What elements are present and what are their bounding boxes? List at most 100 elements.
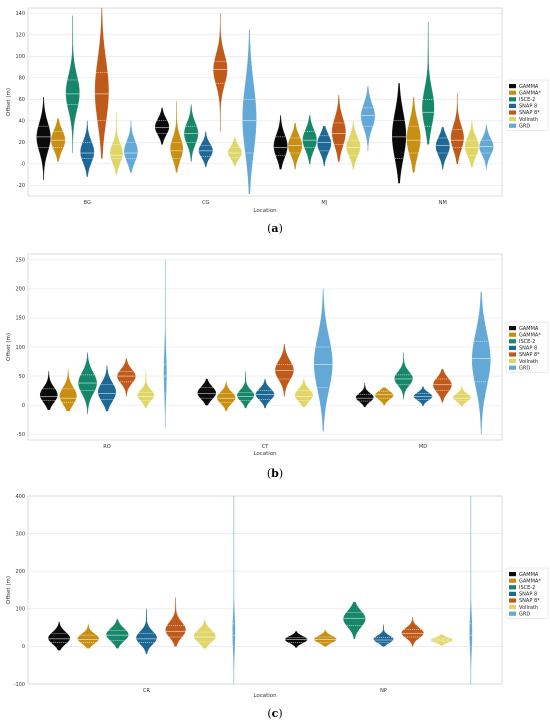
- legend-swatch: [509, 110, 516, 115]
- x-tick-label: BG: [84, 200, 91, 206]
- violin-NP-GAMMA*: [314, 630, 337, 647]
- legend-swatch: [509, 103, 516, 108]
- legend-swatch: [509, 591, 516, 596]
- legend-label: ISCE-2: [519, 339, 535, 345]
- legend-label: GAMMA*: [519, 578, 541, 584]
- y-tick-label: 100: [15, 54, 25, 60]
- chart-panel-1: -50 0 50 100 150 200 250 Offset (m) Location RO CT…: [6, 253, 549, 480]
- legend-swatch: [509, 123, 516, 128]
- legend-label: Vollrath: [519, 359, 538, 365]
- y-tick-label: -20: [17, 183, 25, 189]
- legend-label: SNAP 8: [519, 104, 537, 110]
- violin-BG-ISCE-2: [65, 15, 80, 154]
- legend-label: GAMMA: [519, 326, 539, 332]
- violin-CG-SNAP 8*: [213, 12, 228, 132]
- violin-CR-Vollrath: [193, 619, 216, 649]
- y-tick-label: 100: [15, 607, 25, 613]
- y-tick-label: 40: [19, 119, 25, 125]
- violin-MD-ISCE-2: [394, 352, 413, 400]
- violin-MD-GAMMA*: [375, 387, 394, 406]
- violin-CG-GAMMA*: [170, 100, 183, 173]
- violin-MD-Vollrath: [452, 384, 471, 407]
- y-tick-label: 0: [22, 403, 25, 409]
- violin-NM-SNAP 8*: [450, 92, 464, 164]
- violin-RO-SNAP 8: [97, 365, 117, 412]
- violin-CT-GAMMA: [197, 378, 217, 406]
- violin-MJ-GRD: [360, 86, 375, 152]
- y-tick-label: 120: [15, 33, 25, 39]
- violin-MJ-ISCE-2: [302, 115, 317, 164]
- legend-label: GRD: [519, 611, 530, 617]
- violin-MD-SNAP 8*: [433, 368, 452, 403]
- legend-label: GRD: [519, 123, 530, 129]
- violin-MD-GRD: [471, 291, 491, 435]
- violin-BG-SNAP 8: [80, 120, 95, 177]
- chart-panel-2: -100 0 100 200 300 400 Offset (m) Location CR NP G…: [6, 494, 549, 720]
- violin-BG-Vollrath: [109, 112, 123, 175]
- plot-frame: [27, 7, 503, 197]
- y-tick-label: 20: [19, 140, 25, 146]
- legend-swatch: [509, 572, 516, 577]
- legend-label: GAMMA*: [519, 90, 541, 96]
- y-tick-label: 100: [15, 345, 25, 351]
- legend-swatch: [509, 598, 516, 603]
- y-tick-label: 400: [15, 494, 25, 500]
- violin-NP-GRD: [469, 495, 473, 685]
- legend-swatch: [509, 578, 516, 583]
- violin-CG-SNAP 8: [198, 131, 213, 168]
- y-tick-label: 60: [19, 97, 25, 103]
- legend-swatch: [509, 97, 516, 102]
- y-axis-label: Offset (m): [6, 88, 12, 116]
- legend-swatch: [509, 339, 516, 344]
- legend-swatch: [509, 365, 516, 370]
- x-axis-label: Location: [253, 451, 277, 457]
- violin-CT-GRD: [313, 288, 333, 432]
- legend-swatch: [509, 326, 516, 331]
- legend-label: SNAP 8*: [519, 352, 540, 358]
- violin-MJ-GAMMA*: [288, 122, 303, 170]
- violin-CG-GAMMA: [155, 107, 170, 145]
- y-axis-label: Offset (m): [6, 576, 12, 604]
- violin-BG-GRD: [124, 120, 138, 173]
- violin-CG-GRD: [242, 29, 257, 195]
- x-tick-label: MD: [419, 444, 427, 450]
- y-tick-label: 140: [15, 11, 25, 17]
- violin-NM-GAMMA: [392, 83, 407, 184]
- violin-CR-SNAP 8*: [165, 597, 186, 647]
- violin-CG-ISCE-2: [184, 104, 199, 162]
- x-tick-label: NM: [439, 200, 447, 206]
- y-tick-label: -50: [17, 432, 25, 438]
- y-axis-label: Offset (m): [6, 333, 12, 361]
- violin-BG-GAMMA: [36, 96, 51, 181]
- violin-CR-GAMMA: [48, 621, 71, 651]
- violin-MJ-SNAP 8: [317, 125, 332, 167]
- violin-RO-ISCE-2: [78, 352, 97, 415]
- x-axis-label: Location: [253, 693, 277, 699]
- violin-MJ-GAMMA: [273, 115, 288, 170]
- violin-CT-SNAP 8: [255, 378, 275, 409]
- legend-box: [505, 79, 549, 131]
- violin-CR-GRD: [232, 495, 236, 685]
- violin-NP-ISCE-2: [343, 601, 366, 640]
- violin-NP-SNAP 8: [373, 624, 394, 647]
- y-tick-label: 150: [15, 316, 25, 322]
- legend-label: GAMMA: [519, 84, 539, 90]
- legend-swatch: [509, 585, 516, 590]
- legend-box: [505, 321, 549, 373]
- y-tick-label: 200: [15, 569, 25, 575]
- violin-MJ-Vollrath: [346, 120, 361, 170]
- y-tick-label: 50: [19, 374, 25, 380]
- legend-swatch: [509, 611, 516, 616]
- legend-swatch: [509, 90, 516, 95]
- legend-swatch: [509, 359, 516, 364]
- violin-CG-Vollrath: [227, 136, 242, 167]
- violin-CT-GAMMA*: [216, 381, 236, 412]
- x-tick-label: MJ: [321, 200, 327, 206]
- legend-box: [505, 567, 549, 619]
- legend-swatch: [509, 345, 516, 350]
- chart-panel-0: -20 0 20 40 60 80 100 120 140 Offset (m) Location B…: [6, 7, 549, 235]
- violin-BG-SNAP 8*: [94, 7, 109, 159]
